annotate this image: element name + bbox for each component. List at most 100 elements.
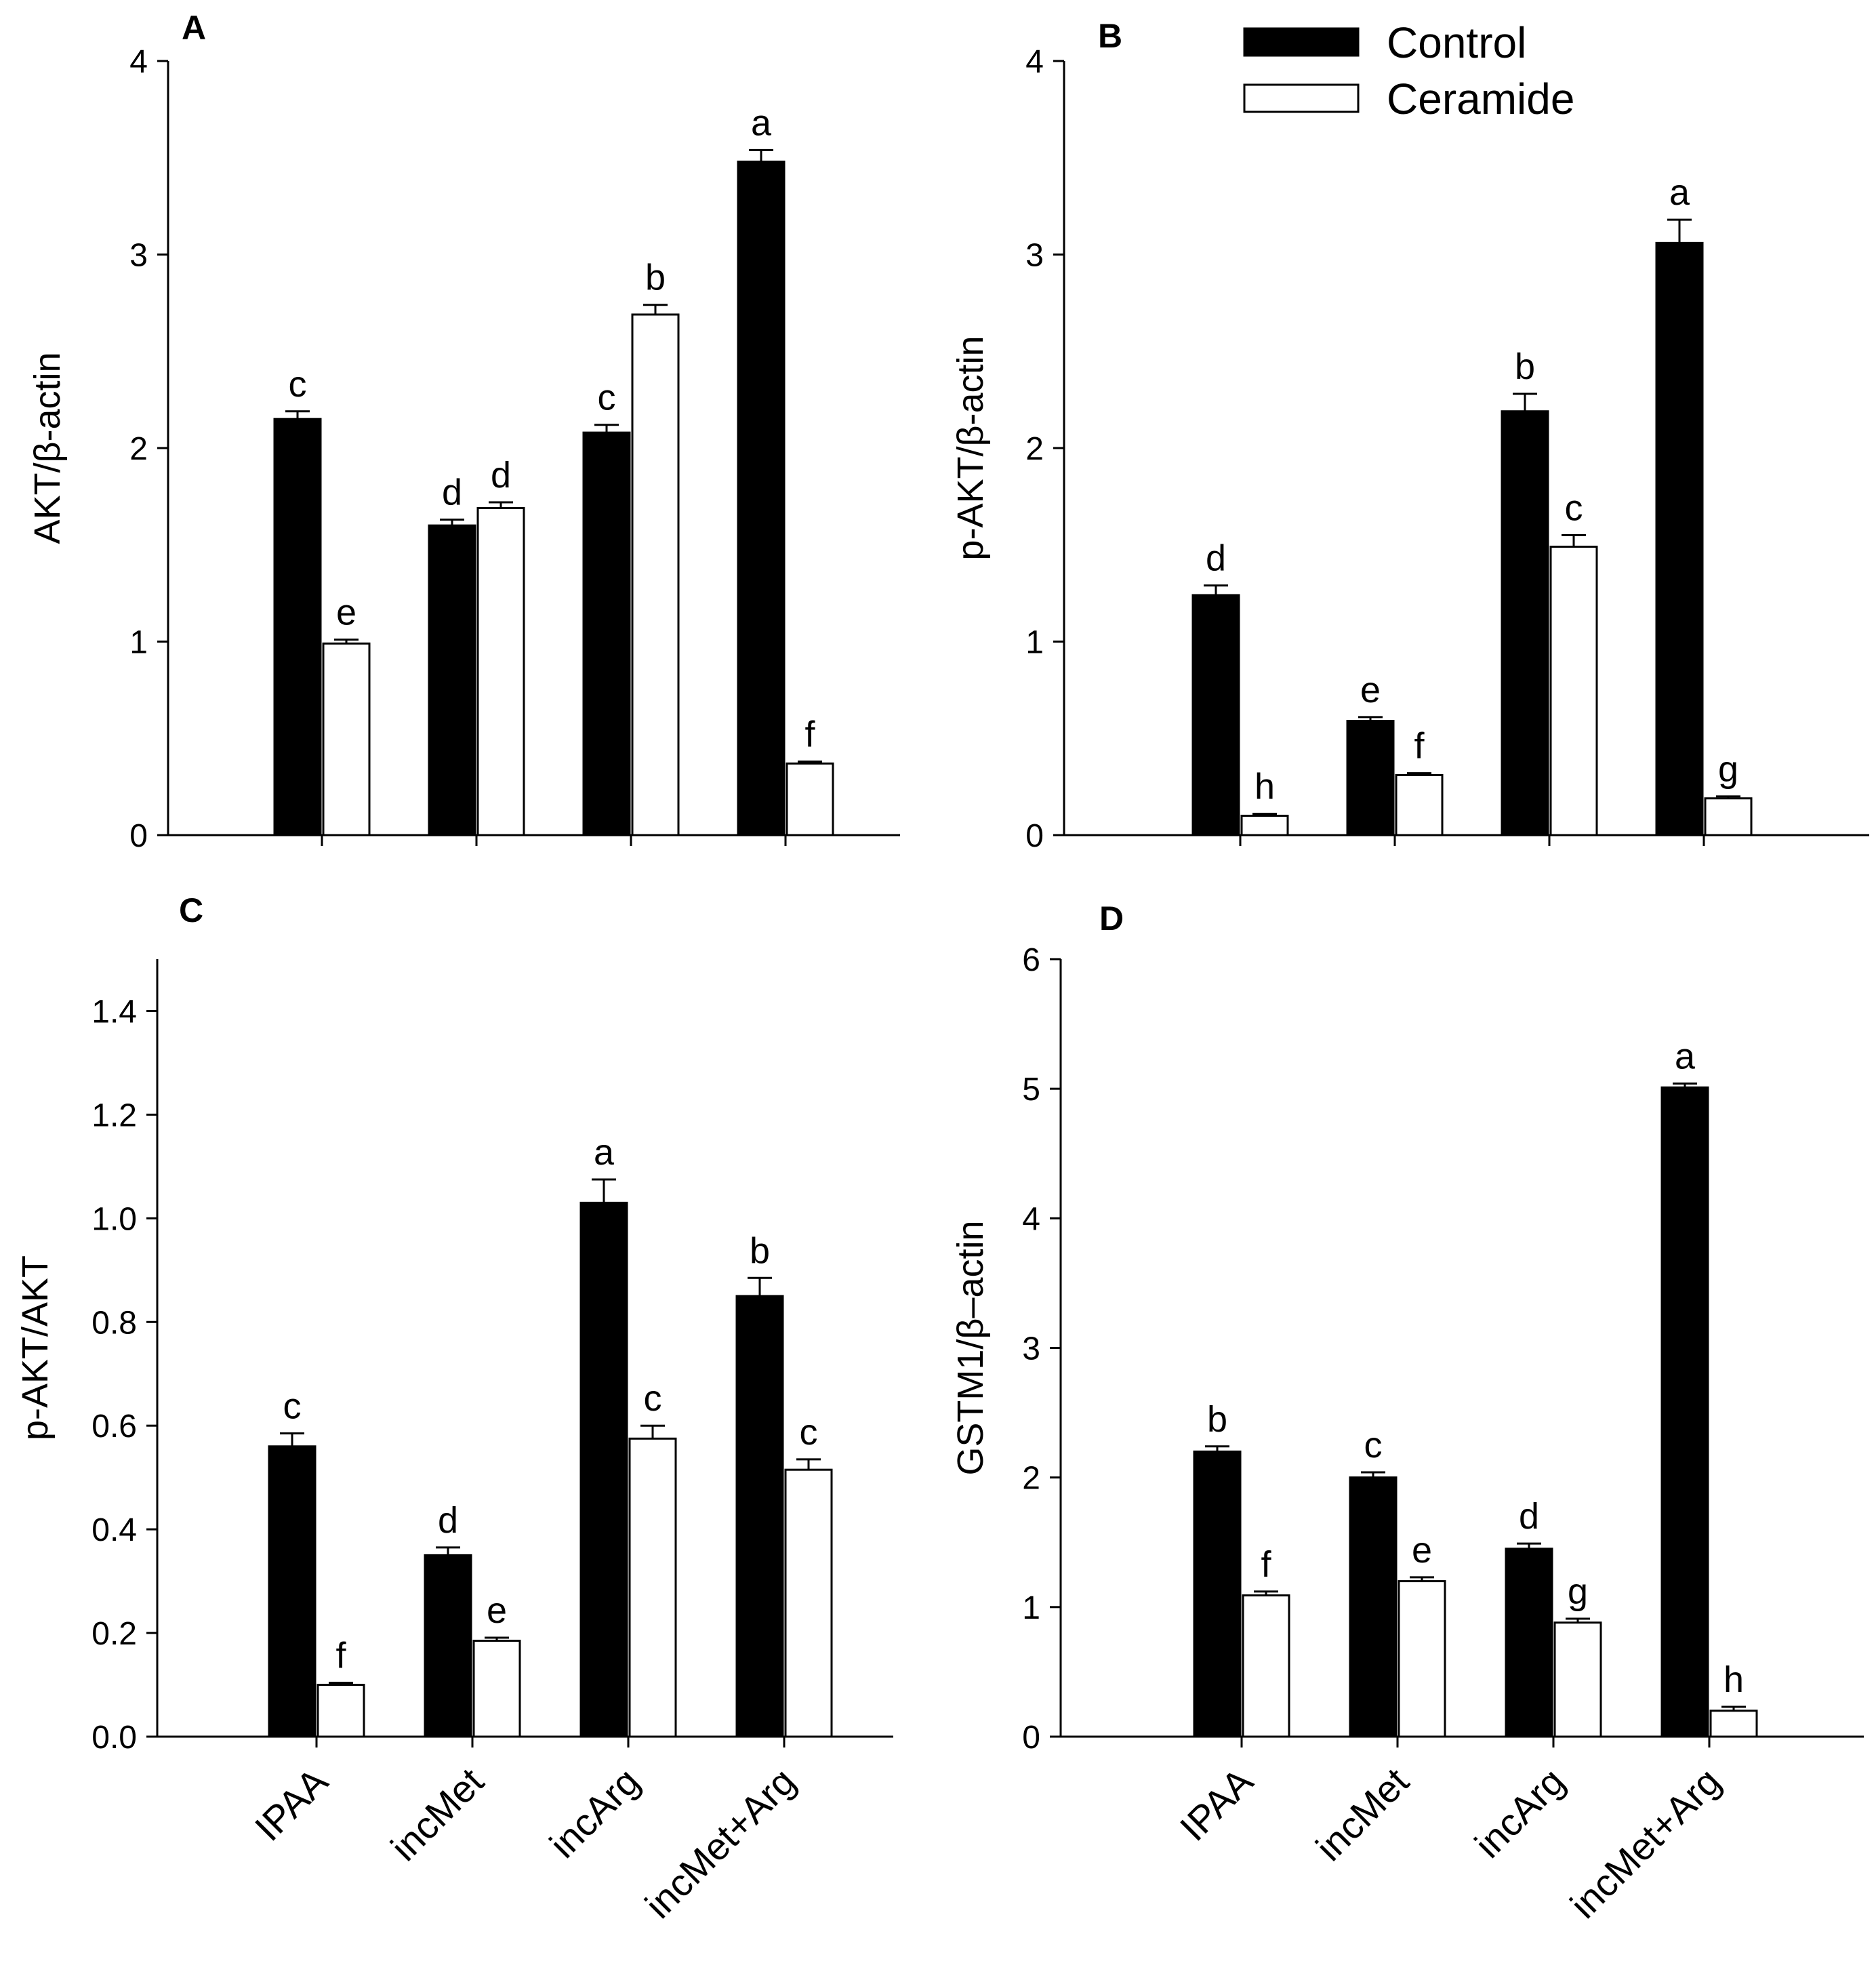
panel-a-ytick-label-4: 4	[129, 44, 148, 80]
panel-c-bar-ceramide-3	[784, 1468, 833, 1738]
panel-d-sig-control-2: d	[1519, 1496, 1539, 1537]
legend-swatch-control	[1243, 27, 1360, 57]
panel-a-bar-ceramide-1	[476, 507, 525, 836]
panel-d-bar-control-0	[1193, 1450, 1242, 1738]
panel-a-bar-control-2	[582, 431, 631, 836]
panel-b-sig-ceramide-2: c	[1565, 487, 1583, 528]
panel-a: A 0 1 2 3 4 AKT/β-actin c e d d c b a f	[27, 9, 900, 854]
panel-d-bar-control-3	[1660, 1086, 1709, 1738]
panel-b-sig-control-0: d	[1206, 538, 1226, 579]
panel-d-ytick-label-4: 4	[1022, 1201, 1040, 1237]
panel-b-bar-ceramide-1	[1395, 773, 1444, 836]
panel-c-sig-ceramide-0: f	[335, 1635, 346, 1676]
panel-a-sig-ceramide-2: b	[645, 258, 666, 298]
panel-c-bar-control-2	[579, 1201, 628, 1738]
panel-a-letter: A	[182, 9, 206, 47]
panel-b-ytick-label-4: 4	[1025, 44, 1044, 80]
panel-c-bar-control-0	[268, 1445, 317, 1738]
panel-d-ytick-label-1: 1	[1022, 1590, 1040, 1626]
panel-a-ylabel: AKT/β-actin	[27, 352, 68, 544]
panel-c-bar-control-1	[424, 1554, 472, 1738]
panel-b-bar-control-0	[1191, 594, 1240, 836]
panel-c-sig-ceramide-3: c	[800, 1412, 818, 1453]
panel-a-bar-control-0	[273, 418, 322, 836]
panel-d-ytick-label-2: 2	[1022, 1461, 1040, 1497]
panel-d-bar-ceramide-0	[1242, 1594, 1290, 1738]
panel-a-ytick-label-1: 1	[129, 625, 148, 661]
panel-b-bar-ceramide-2	[1549, 546, 1598, 836]
panel-d-bar-ceramide-3	[1709, 1710, 1758, 1738]
panel-d-ytick-label-0: 0	[1022, 1720, 1040, 1756]
panel-c-letter: C	[179, 891, 203, 929]
panel-a-bar-ceramide-2	[631, 313, 680, 836]
panel-b-bar-ceramide-3	[1704, 797, 1753, 836]
panel-a-ytick-label-0: 0	[129, 818, 148, 854]
panel-c-bar-ceramide-1	[472, 1640, 521, 1738]
panel-a-bar-ceramide-3	[786, 762, 834, 836]
panel-d-ytick-label-5: 5	[1022, 1072, 1040, 1108]
panel-c-sig-control-2: a	[594, 1132, 615, 1173]
panel-b: B 0 1 2 3 4 p-AKT/β-actin d h ef b c a g	[950, 17, 1869, 854]
panel-a-bar-ceramide-0	[322, 642, 371, 836]
panel-c-sig-ceramide-2: c	[644, 1378, 662, 1419]
panel-a-ytick-label-2: 2	[129, 431, 148, 467]
panel-c-sig-ceramide-1: e	[487, 1590, 507, 1631]
panel-c-ytick-label-4: 0.8	[91, 1305, 137, 1341]
panel-c-ytick-label-7: 1.4	[91, 994, 137, 1030]
legend-swatch-ceramide	[1243, 83, 1360, 113]
panel-b-ytick-label-2: 2	[1025, 431, 1044, 467]
panel-d-bar-control-1	[1349, 1476, 1398, 1738]
panel-d-sig-ceramide-0: f	[1261, 1544, 1271, 1585]
panel-d-sig-control-1: c	[1364, 1425, 1383, 1466]
panel-c-sig-control-1: d	[438, 1500, 458, 1541]
panel-d-ylabel: GSTM1/β–actin	[950, 1220, 991, 1475]
panel-d-ytick-label-3: 3	[1022, 1331, 1040, 1367]
panel-c-ytick-label-2: 0.4	[91, 1512, 137, 1548]
panel-a-ytick-label-3: 3	[129, 238, 148, 274]
panel-c-sig-control-0: c	[283, 1386, 302, 1427]
panel-c-ylabel: p-AKT/AKT	[15, 1255, 56, 1440]
panel-d-sig-ceramide-2: g	[1568, 1571, 1588, 1612]
panel-a-bar-control-3	[737, 160, 786, 836]
panel-a-sig-control-2: c	[598, 378, 616, 418]
panel-b-sig-control-3: a	[1669, 172, 1690, 213]
panel-c-ytick-label-5: 1.0	[91, 1201, 137, 1237]
legend-label-control: Control	[1387, 18, 1526, 67]
panel-b-bar-control-3	[1655, 241, 1704, 836]
panel-d-sig-ceramide-3: h	[1724, 1659, 1744, 1700]
panel-a-sig-control-0: c	[289, 364, 307, 405]
panel-c-bar-ceramide-0	[317, 1684, 365, 1738]
panel-b-sig-ceramide-1: f	[1414, 726, 1425, 767]
panel-c-ytick-label-6: 1.2	[91, 1097, 137, 1133]
panel-b-bar-control-1	[1346, 720, 1395, 836]
panel-b-sig-control-1: e	[1360, 670, 1381, 710]
panel-d-ytick-label-6: 6	[1022, 942, 1040, 978]
panel-d-bar-ceramide-2	[1553, 1621, 1602, 1738]
panel-b-ylabel: p-AKT/β-actin	[950, 336, 991, 560]
panel-b-bar-ceramide-0	[1240, 814, 1289, 836]
panel-d-sig-control-0: b	[1207, 1399, 1227, 1440]
panel-a-sig-ceramide-0: e	[336, 592, 356, 633]
panel-d-sig-control-3: a	[1675, 1036, 1696, 1077]
panel-a-bar-control-1	[428, 524, 476, 836]
panel-c-sig-control-3: b	[750, 1230, 770, 1271]
panel-a-sig-control-1: d	[442, 472, 462, 513]
legend-label-ceramide: Ceramide	[1387, 75, 1574, 123]
panel-d-sig-ceramide-1: e	[1412, 1530, 1432, 1571]
panel-b-ytick-label-0: 0	[1025, 818, 1044, 854]
panel-b-ytick-label-3: 3	[1025, 238, 1044, 274]
panel-d-letter: D	[1099, 900, 1124, 937]
panel-c-ytick-label-0: 0.0	[91, 1720, 137, 1756]
panel-a-sig-control-3: a	[751, 102, 772, 143]
panel-b-sig-control-2: b	[1515, 346, 1535, 387]
panel-c-bar-ceramide-2	[628, 1437, 677, 1738]
panel-c-bar-control-3	[735, 1295, 784, 1738]
legend: Control Ceramide	[1243, 18, 1574, 123]
panel-b-sig-ceramide-0: h	[1255, 767, 1275, 807]
panel-c-ytick-label-1: 0.2	[91, 1616, 137, 1652]
panel-b-sig-ceramide-3: g	[1718, 749, 1738, 790]
panel-a-sig-ceramide-1: d	[491, 455, 511, 496]
panel-b-bar-control-2	[1501, 410, 1549, 836]
panel-d-bar-ceramide-1	[1398, 1580, 1446, 1738]
